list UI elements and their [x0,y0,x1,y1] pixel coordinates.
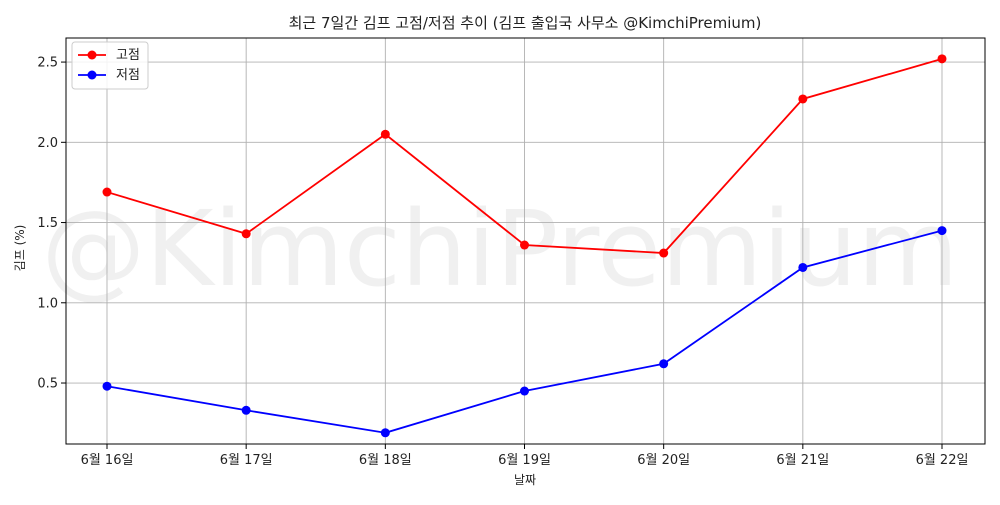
x-tick-label: 6월 17일 [220,453,273,468]
data-point [798,262,808,272]
y-tick-label: 1.0 [37,296,58,311]
data-point [102,381,112,391]
data-point [798,94,808,104]
x-tick-label: 6월 16일 [81,453,134,468]
axis-ticks: 6월 16일 6월 17일 6월 18일 6월 19일 6월 20일 6월 21일 6월 2… [37,56,968,468]
x-tick-label: 6월 21일 [776,453,829,468]
data-point [659,359,669,369]
data-point [520,386,529,396]
data-point [659,248,669,258]
data-series [102,54,947,438]
legend-label-low: 저점 [116,68,140,83]
y-tick-label: 2.5 [37,56,58,71]
data-point [380,129,390,139]
series-high [102,54,947,258]
data-point [380,428,390,438]
legend-label-high: 고점 [116,48,140,63]
data-point [937,54,947,64]
plot-area-frame [65,37,986,445]
y-tick-label: 0.5 [37,377,58,392]
x-tick-label: 6월 19일 [498,453,551,468]
legend-marker-low [87,70,97,80]
watermark-text: @KimchiPremium [41,188,958,310]
x-axis-label: 날짜 [514,473,536,487]
x-tick-label: 6월 22일 [916,453,969,468]
y-tick-label: 1.5 [37,216,58,231]
data-point [241,229,251,239]
y-tick-label: 2.0 [37,136,58,151]
data-point [241,405,251,415]
x-tick-label: 6월 20일 [637,453,690,468]
series-low [102,226,947,438]
chart-title: 최근 7일간 김프 고점/저점 추이 (김프 출입국 사무소 @KimchiPr… [289,14,762,32]
legend-marker-high [87,50,97,60]
x-tick-label: 6월 18일 [359,453,412,468]
data-point [102,187,112,197]
data-point [937,226,947,236]
data-point [520,240,529,250]
grid-lines [66,38,985,444]
legend: 고점 저점 [71,41,149,90]
y-axis-label: 김프 (%) [13,225,27,272]
